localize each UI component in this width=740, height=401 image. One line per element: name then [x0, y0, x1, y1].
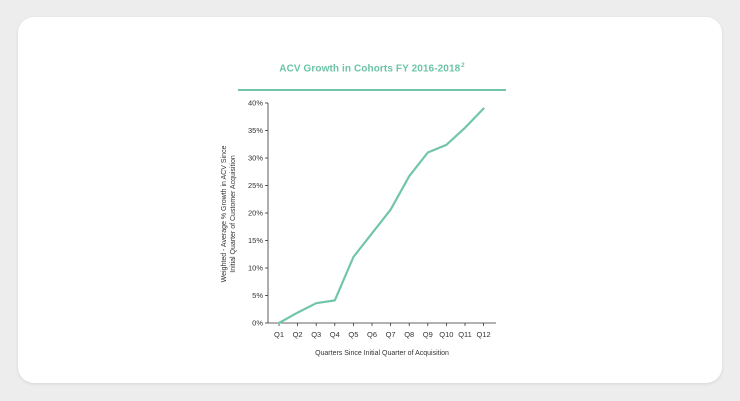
x-axis-label: Quarters Since Initial Quarter of Acquis…: [315, 350, 449, 357]
y-tick-label: 0%: [252, 319, 263, 328]
y-axis-label-line-1: Weighted - Average % Growth in ACV Since: [221, 146, 228, 283]
chart-card: [18, 17, 722, 383]
x-tick-label: Q1: [274, 330, 284, 339]
x-tick-label: Q8: [404, 330, 414, 339]
x-tick-label: Q6: [367, 330, 377, 339]
y-tick-label: 10%: [248, 264, 263, 273]
x-tick-label: Q7: [386, 330, 396, 339]
y-tick-label: 15%: [248, 236, 263, 245]
x-tick-label: Q9: [423, 330, 433, 339]
x-tick-label: Q3: [311, 330, 321, 339]
x-tick-label: Q4: [330, 330, 340, 339]
y-tick-label: 30%: [248, 154, 263, 163]
x-tick-label: Q10: [439, 330, 453, 339]
y-axis: 0% 5% 10% 15% 20% 25% 30% 35% 40%: [248, 99, 268, 328]
y-tick-label: 40%: [248, 99, 263, 108]
y-tick-label: 20%: [248, 209, 263, 218]
x-axis: Q1 Q2 Q3 Q4 Q5 Q6 Q7 Q8 Q9 Q10 Q11 Q12: [274, 323, 491, 339]
y-axis-label: Weighted - Average % Growth in ACV Since…: [221, 146, 237, 283]
x-tick-label: Q5: [348, 330, 358, 339]
chart-title-text: ACV Growth in Cohorts FY 2016-2018: [279, 63, 461, 75]
y-tick-label: 25%: [248, 181, 263, 190]
chart-title: ACV Growth in Cohorts FY 2016-20182: [238, 63, 506, 74]
x-tick-label: Q11: [458, 330, 472, 339]
series-line-acv-growth: [277, 107, 485, 325]
x-tick-label: Q12: [477, 330, 491, 339]
y-axis-label-line-2: Initial Quarter of Customer Acquisition: [230, 155, 237, 273]
x-tick-label: Q2: [293, 330, 303, 339]
y-tick-label: 5%: [252, 291, 263, 300]
chart-title-footnote: 2: [461, 63, 465, 69]
y-tick-label: 35%: [248, 126, 263, 135]
